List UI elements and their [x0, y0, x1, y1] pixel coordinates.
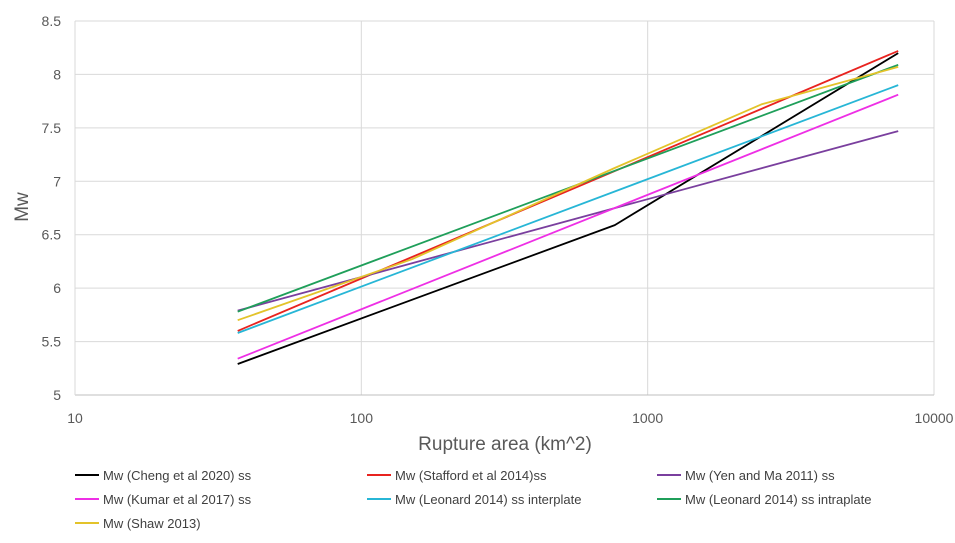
y-tick-label: 5 — [53, 387, 61, 403]
series-line-1 — [237, 52, 899, 365]
legend-label: Mw (Leonard 2014) ss interplate — [395, 492, 581, 507]
legend-item: Mw (Cheng et al 2020) ss — [75, 468, 252, 483]
legend-item: Mw (Kumar et al 2017) ss — [75, 492, 252, 507]
grid-layer — [75, 20, 935, 395]
legend-item: Mw (Yen and Ma 2011) ss — [657, 468, 835, 483]
x-tick-label: 1000 — [632, 410, 663, 426]
tick-layer: 5 5.5 6 6.5 7 7.5 8 8.5 10 100 1000 10000 — [42, 13, 954, 426]
legend-label: Mw (Yen and Ma 2011) ss — [685, 468, 835, 483]
legend-item: Mw (Stafford et al 2014)ss — [367, 468, 547, 483]
series-line-2 — [237, 50, 899, 332]
legend-item: Mw (Leonard 2014) ss interplate — [367, 492, 581, 507]
x-tick-label: 10000 — [915, 410, 954, 426]
legend-label: Mw (Shaw 2013) — [103, 516, 201, 531]
x-axis-title: Rupture area (km^2) — [418, 434, 592, 455]
x-tick-label: 10 — [67, 410, 83, 426]
y-axis-title: Mw — [12, 192, 33, 222]
legend-item: Mw (Shaw 2013) — [75, 516, 201, 531]
legend-item: Mw (Leonard 2014) ss intraplate — [657, 492, 871, 507]
legend-label: Mw (Stafford et al 2014)ss — [395, 468, 547, 483]
legend-label: Mw (Leonard 2014) ss intraplate — [685, 492, 871, 507]
y-tick-label: 8 — [53, 66, 61, 82]
y-tick-label: 5.5 — [42, 334, 62, 350]
y-tick-label: 7 — [53, 173, 61, 189]
x-tick-label: 100 — [350, 410, 374, 426]
legend-label: Mw (Kumar et al 2017) ss — [103, 492, 252, 507]
y-tick-label: 6.5 — [42, 227, 62, 243]
legend-label: Mw (Cheng et al 2020) ss — [103, 468, 252, 483]
series-line-7 — [237, 66, 899, 322]
y-tick-label: 8.5 — [42, 13, 62, 29]
series-line-5 — [237, 84, 899, 334]
series-line-4 — [237, 93, 899, 360]
series-layer — [237, 50, 899, 365]
y-tick-label: 6 — [53, 280, 61, 296]
series-line-3 — [237, 130, 899, 312]
y-tick-label: 7.5 — [42, 120, 62, 136]
axis-layer — [74, 21, 934, 396]
legend: Mw (Cheng et al 2020) ss Mw (Stafford et … — [75, 468, 871, 531]
